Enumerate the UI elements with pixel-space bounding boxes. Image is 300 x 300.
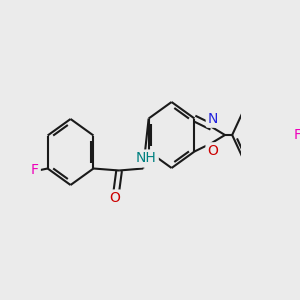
Text: N: N bbox=[208, 112, 218, 126]
Text: O: O bbox=[109, 191, 120, 206]
Text: O: O bbox=[208, 144, 218, 158]
Text: F: F bbox=[31, 164, 39, 178]
Text: NH: NH bbox=[136, 152, 157, 166]
Text: F: F bbox=[294, 128, 300, 142]
